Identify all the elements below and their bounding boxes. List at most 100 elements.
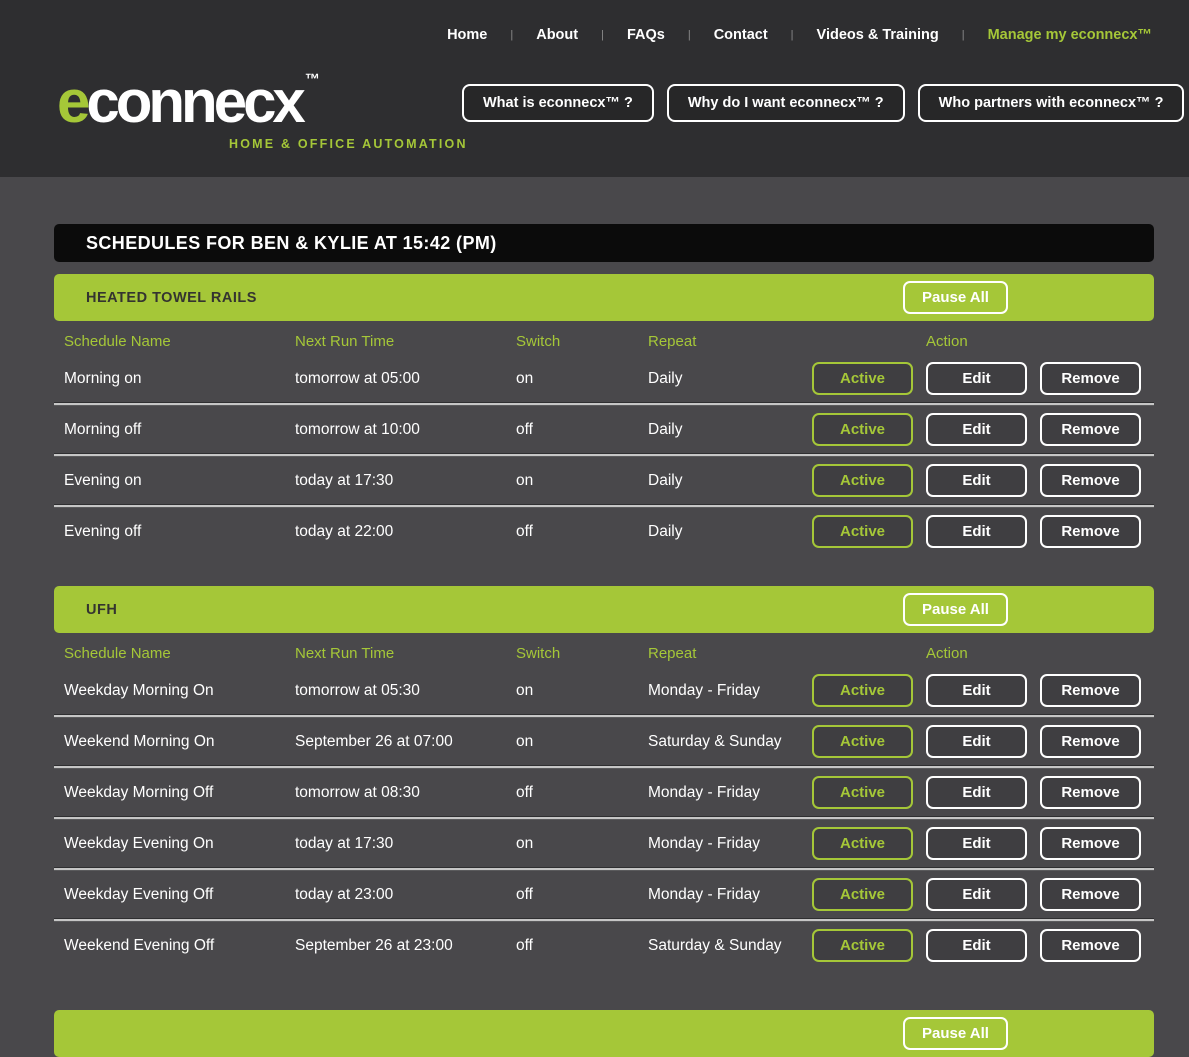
- brand-logo[interactable]: econnecx ™ HOME & OFFICE AUTOMATION: [57, 72, 468, 151]
- row-actions: Active Edit Remove: [812, 725, 1154, 758]
- switch-cell: off: [516, 885, 533, 903]
- nav-separator: |: [961, 29, 965, 41]
- next-run-cell: September 26 at 23:00: [295, 936, 453, 954]
- table-row: Evening on today at 17:30 on Daily Active Edi…: [54, 457, 1154, 504]
- schedule-name-cell: Weekend Morning On: [64, 732, 215, 750]
- col-repeat: Repeat: [648, 644, 697, 662]
- edit-button[interactable]: Edit: [926, 776, 1027, 809]
- who-partners-with-econnecx-button[interactable]: Who partners with econnecx™ ?: [917, 84, 1185, 122]
- col-switch: Switch: [516, 644, 561, 662]
- col-switch: Switch: [516, 332, 561, 350]
- active-button[interactable]: Active: [812, 674, 913, 707]
- remove-button[interactable]: Remove: [1040, 725, 1141, 758]
- logo-e: e: [57, 68, 90, 135]
- schedule-sections: HEATED TOWEL RAILS Pause All Schedule Name…: [54, 274, 1154, 1057]
- pause-all-button[interactable]: Pause All: [903, 281, 1008, 314]
- remove-button[interactable]: Remove: [1040, 827, 1141, 860]
- section-title: UFH: [86, 601, 118, 618]
- row-separator: [54, 816, 1154, 820]
- row-separator: [54, 765, 1154, 769]
- schedule-name-cell: Morning on: [64, 369, 142, 387]
- table-row: Weekday Evening Off today at 23:00 off Mond…: [54, 871, 1154, 918]
- edit-button[interactable]: Edit: [926, 827, 1027, 860]
- schedule-name-cell: Weekday Evening Off: [64, 885, 214, 903]
- row-separator: [54, 714, 1154, 718]
- active-button[interactable]: Active: [812, 776, 913, 809]
- repeat-cell: Daily: [648, 420, 683, 438]
- nav-item-home[interactable]: Home: [447, 27, 488, 43]
- section-header: UFH Pause All: [54, 586, 1154, 633]
- row-actions: Active Edit Remove: [812, 878, 1154, 911]
- next-run-cell: September 26 at 07:00: [295, 732, 453, 750]
- header-buttons: What is econnecx™ ? Why do I want econnec…: [462, 84, 1185, 122]
- schedules-page: SCHEDULES FOR BEN & KYLIE AT 15:42 (PM) …: [54, 224, 1154, 1057]
- table-row: Morning on tomorrow at 05:00 on Daily Active…: [54, 355, 1154, 402]
- repeat-cell: Monday - Friday: [648, 834, 760, 852]
- switch-cell: on: [516, 681, 534, 699]
- next-run-cell: today at 23:00: [295, 885, 394, 903]
- active-button[interactable]: Active: [812, 515, 913, 548]
- switch-cell: on: [516, 834, 534, 852]
- edit-button[interactable]: Edit: [926, 515, 1027, 548]
- switch-cell: on: [516, 369, 534, 387]
- repeat-cell: Saturday & Sunday: [648, 936, 782, 954]
- nav-item-faqs[interactable]: FAQs: [626, 27, 665, 43]
- edit-button[interactable]: Edit: [926, 674, 1027, 707]
- col-repeat: Repeat: [648, 332, 697, 350]
- row-separator: [54, 453, 1154, 457]
- remove-button[interactable]: Remove: [1040, 413, 1141, 446]
- what-is-econnecx-button[interactable]: What is econnecx™ ?: [462, 84, 654, 122]
- remove-button[interactable]: Remove: [1040, 362, 1141, 395]
- active-button[interactable]: Active: [812, 929, 913, 962]
- schedule-name-cell: Weekend Evening Off: [64, 936, 215, 954]
- active-button[interactable]: Active: [812, 878, 913, 911]
- active-button[interactable]: Active: [812, 725, 913, 758]
- top-nav: Home | About | FAQs | Contact | Videos & Trainin…: [447, 27, 1152, 43]
- next-run-cell: today at 17:30: [295, 471, 394, 489]
- nav-item-videos-training[interactable]: Videos & Training: [816, 27, 939, 43]
- next-run-cell: tomorrow at 08:30: [295, 783, 420, 801]
- col-schedule-name: Schedule Name: [64, 332, 171, 350]
- nav-item-contact[interactable]: Contact: [713, 27, 768, 43]
- remove-button[interactable]: Remove: [1040, 674, 1141, 707]
- repeat-cell: Daily: [648, 471, 683, 489]
- edit-button[interactable]: Edit: [926, 878, 1027, 911]
- why-do-i-want-econnecx-button[interactable]: Why do I want econnecx™ ?: [666, 84, 905, 122]
- edit-button[interactable]: Edit: [926, 464, 1027, 497]
- repeat-cell: Daily: [648, 369, 683, 387]
- edit-button[interactable]: Edit: [926, 929, 1027, 962]
- edit-button[interactable]: Edit: [926, 725, 1027, 758]
- nav-item-about[interactable]: About: [536, 27, 579, 43]
- section-header: HEATED TOWEL RAILS Pause All: [54, 274, 1154, 321]
- active-button[interactable]: Active: [812, 413, 913, 446]
- edit-button[interactable]: Edit: [926, 413, 1027, 446]
- table-row: Weekend Evening Off September 26 at 23:00…: [54, 922, 1154, 969]
- table-row: Weekday Morning Off tomorrow at 08:30 off M…: [54, 769, 1154, 816]
- remove-button[interactable]: Remove: [1040, 776, 1141, 809]
- next-run-cell: tomorrow at 05:00: [295, 369, 420, 387]
- edit-button[interactable]: Edit: [926, 362, 1027, 395]
- pause-all-button[interactable]: Pause All: [903, 593, 1008, 626]
- page-title: SCHEDULES FOR BEN & KYLIE AT 15:42 (PM): [54, 224, 1154, 262]
- logo-wordmark: econnecx ™: [57, 72, 468, 132]
- active-button[interactable]: Active: [812, 827, 913, 860]
- pause-all-button[interactable]: Pause All: [903, 1017, 1008, 1050]
- remove-button[interactable]: Remove: [1040, 464, 1141, 497]
- active-button[interactable]: Active: [812, 362, 913, 395]
- repeat-cell: Monday - Friday: [648, 681, 760, 699]
- remove-button[interactable]: Remove: [1040, 515, 1141, 548]
- site-header: Home | About | FAQs | Contact | Videos & Trainin…: [0, 0, 1189, 177]
- col-action: Action: [926, 332, 968, 350]
- row-actions: Active Edit Remove: [812, 674, 1154, 707]
- switch-cell: off: [516, 936, 533, 954]
- repeat-cell: Saturday & Sunday: [648, 732, 782, 750]
- row-separator: [54, 504, 1154, 508]
- repeat-cell: Monday - Friday: [648, 783, 760, 801]
- logo-rest: connecx: [86, 68, 305, 135]
- row-actions: Active Edit Remove: [812, 515, 1154, 548]
- active-button[interactable]: Active: [812, 464, 913, 497]
- remove-button[interactable]: Remove: [1040, 929, 1141, 962]
- nav-item-manage-my-econnecx[interactable]: Manage my econnecx™: [987, 27, 1152, 43]
- remove-button[interactable]: Remove: [1040, 878, 1141, 911]
- col-action: Action: [926, 644, 968, 662]
